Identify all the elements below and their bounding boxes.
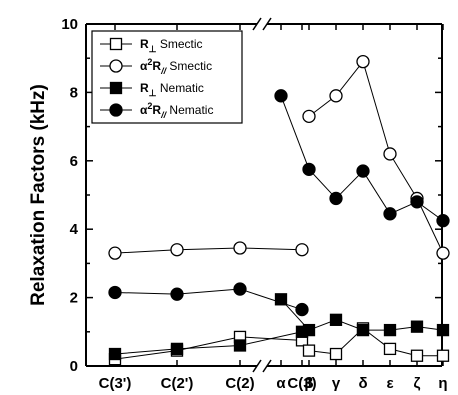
data-point [302,162,316,177]
data-point [383,147,397,161]
x-tick-label: δ [358,375,367,392]
x-tick-label: β [304,375,313,392]
data-point [170,342,184,356]
y-tick-label: 10 [61,16,78,33]
data-point [356,323,370,337]
axes: 0 2 4 6 8 10 C(3') C(2') C(2) C(3)α β γ δ ε ζ η [61,16,447,392]
x-tick-label: ε [386,375,393,392]
legend-marker [109,37,123,51]
x-tick-label: C(2) [225,375,254,392]
data-point [329,191,343,206]
data-point [410,349,424,362]
legend-label: α2R// Nematic [140,101,213,120]
x-tick-label: ζ [414,375,421,392]
data-point [302,109,316,123]
data-point [233,282,247,296]
data-point [436,246,450,260]
x-tick-label: α [276,375,286,392]
data-point [436,213,450,228]
data-point [302,344,316,357]
data-point [295,302,309,317]
axis-break-mark [262,17,272,31]
y-axis-label: Relaxation Factors (kHz) [28,84,49,306]
y-tick-label: 0 [70,358,78,375]
x-tick-label: η [438,375,447,392]
x-tick-label: γ [332,375,341,392]
data-point [233,339,247,352]
data-point [329,313,343,326]
data-point [329,89,343,103]
data-point [170,243,184,257]
x-tick-label: C(3) [287,375,316,392]
data-point [356,164,370,178]
legend-label: R⊥ Nematic [140,81,204,98]
y-tick-label: 2 [70,290,78,307]
x-tick-label: C(3') [99,375,132,392]
data-point [383,207,397,221]
y-tick-label: 4 [70,221,79,238]
data-point [108,347,122,361]
y-tick-label: 8 [70,84,78,101]
axis-break-mark [252,17,262,31]
legend-label: α2R// Smectic [140,57,212,76]
data-point [233,241,247,255]
data-point [170,287,184,301]
axis-break-mark [252,359,262,373]
series-line [114,336,303,360]
data-point [302,323,316,337]
legend-label: R⊥ Smectic [140,37,203,54]
data-point [410,320,424,333]
y-tick-label: 6 [70,153,78,170]
data-point [274,293,288,306]
series-line [114,247,303,254]
legend-marker [109,81,123,95]
legend-marker [109,103,123,117]
series-line [114,288,303,311]
series-line [114,331,303,355]
axis-break-mark [262,359,272,373]
data-point [410,195,424,209]
series-markers [108,54,450,366]
data-point [436,349,450,362]
data-point [356,54,370,69]
x-tick-label: C(2') [161,375,194,392]
data-point [108,285,122,300]
legend: R⊥ Smectic α2R// Smectic R⊥ Nematic α2R// N… [91,30,243,124]
data-point [329,347,343,361]
series-line [308,60,444,254]
data-point [383,342,397,356]
data-point [383,323,397,337]
data-point [274,89,288,103]
data-point [295,243,309,257]
data-point [108,246,122,260]
legend-marker [109,59,123,73]
data-point [436,323,450,337]
